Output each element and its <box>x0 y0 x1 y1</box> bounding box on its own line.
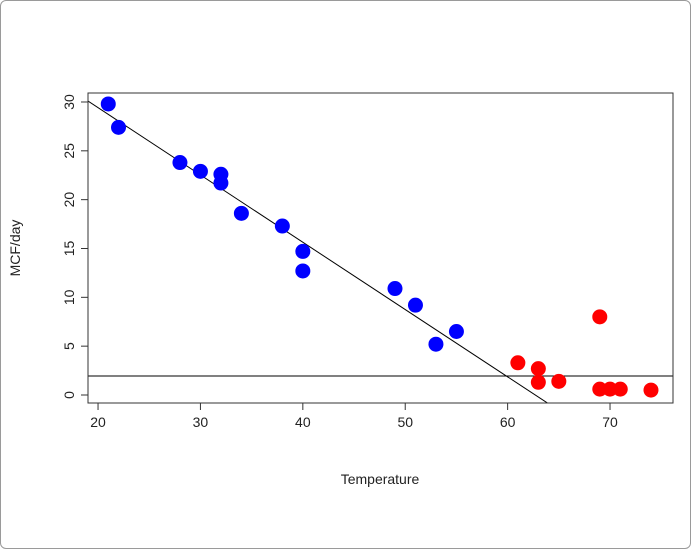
data-point <box>387 281 403 297</box>
data-point <box>100 96 116 112</box>
data-point <box>295 243 311 259</box>
data-point <box>233 205 249 221</box>
data-point <box>551 373 567 389</box>
data-point <box>192 163 208 179</box>
data-point <box>530 361 546 377</box>
data-point <box>407 297 423 313</box>
y-tick-label: 20 <box>61 192 77 208</box>
x-tick-label: 50 <box>397 414 413 430</box>
data-point <box>592 309 608 325</box>
data-point <box>643 382 659 398</box>
y-tick-label: 15 <box>61 240 77 256</box>
data-point <box>295 263 311 279</box>
y-tick-label: 25 <box>61 143 77 159</box>
x-tick-label: 40 <box>295 414 311 430</box>
x-tick-label: 60 <box>500 414 516 430</box>
data-point <box>530 374 546 390</box>
data-point <box>448 324 464 340</box>
y-tick-label: 5 <box>61 342 77 350</box>
data-point <box>612 381 628 397</box>
x-axis-label: Temperature <box>341 471 420 487</box>
y-tick-label: 0 <box>61 391 77 399</box>
x-tick-label: 70 <box>602 414 618 430</box>
y-tick-label: 30 <box>61 94 77 110</box>
x-tick-label: 30 <box>193 414 209 430</box>
data-point <box>510 355 526 371</box>
x-tick-label: 20 <box>90 414 106 430</box>
y-axis-label: MCF/day <box>7 220 23 277</box>
data-point <box>213 175 229 191</box>
plot-box <box>87 92 674 404</box>
data-point <box>274 218 290 234</box>
data-point <box>111 119 127 135</box>
data-point <box>172 155 188 171</box>
data-point <box>428 336 444 352</box>
y-tick-label: 10 <box>61 289 77 305</box>
